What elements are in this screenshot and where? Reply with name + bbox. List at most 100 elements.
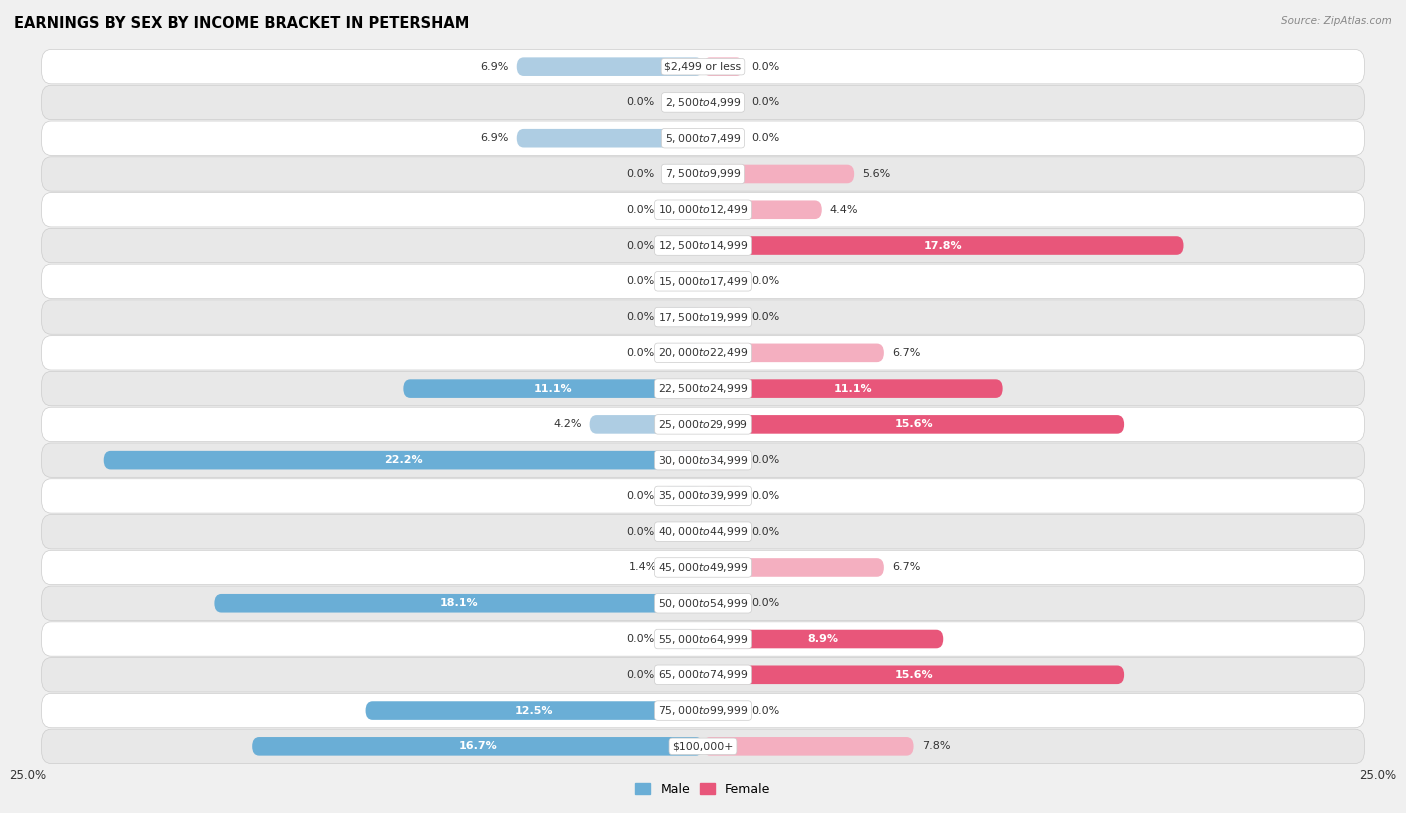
FancyBboxPatch shape	[703, 237, 1184, 254]
FancyBboxPatch shape	[662, 630, 703, 648]
Text: $10,000 to $12,499: $10,000 to $12,499	[658, 203, 748, 216]
FancyBboxPatch shape	[662, 201, 703, 219]
FancyBboxPatch shape	[104, 451, 703, 469]
Text: 17.8%: 17.8%	[924, 241, 963, 250]
Text: 5.6%: 5.6%	[862, 169, 890, 179]
FancyBboxPatch shape	[703, 487, 744, 505]
Text: 6.9%: 6.9%	[481, 62, 509, 72]
FancyBboxPatch shape	[42, 336, 1364, 370]
FancyBboxPatch shape	[662, 308, 703, 326]
FancyBboxPatch shape	[662, 487, 703, 505]
FancyBboxPatch shape	[703, 666, 1125, 684]
Text: 0.0%: 0.0%	[752, 455, 780, 465]
FancyBboxPatch shape	[662, 165, 703, 183]
FancyBboxPatch shape	[42, 372, 1364, 406]
Text: 11.1%: 11.1%	[534, 384, 572, 393]
FancyBboxPatch shape	[42, 443, 1364, 477]
Text: $2,500 to $4,999: $2,500 to $4,999	[665, 96, 741, 109]
Text: 11.1%: 11.1%	[834, 384, 872, 393]
Text: 18.1%: 18.1%	[440, 598, 478, 608]
FancyBboxPatch shape	[703, 559, 884, 576]
FancyBboxPatch shape	[703, 129, 744, 147]
FancyBboxPatch shape	[703, 58, 744, 76]
FancyBboxPatch shape	[42, 729, 1364, 763]
FancyBboxPatch shape	[589, 415, 703, 433]
FancyBboxPatch shape	[42, 622, 1364, 656]
Text: $100,000+: $100,000+	[672, 741, 734, 751]
FancyBboxPatch shape	[703, 451, 744, 469]
Text: 0.0%: 0.0%	[752, 706, 780, 715]
Text: 0.0%: 0.0%	[752, 598, 780, 608]
FancyBboxPatch shape	[42, 228, 1364, 263]
Text: $12,500 to $14,999: $12,500 to $14,999	[658, 239, 748, 252]
Text: 0.0%: 0.0%	[752, 62, 780, 72]
FancyBboxPatch shape	[42, 407, 1364, 441]
Text: $40,000 to $44,999: $40,000 to $44,999	[658, 525, 748, 538]
Text: 15.6%: 15.6%	[894, 670, 932, 680]
Text: 0.0%: 0.0%	[752, 98, 780, 107]
FancyBboxPatch shape	[703, 93, 744, 111]
FancyBboxPatch shape	[665, 559, 703, 576]
Text: $45,000 to $49,999: $45,000 to $49,999	[658, 561, 748, 574]
Text: $25,000 to $29,999: $25,000 to $29,999	[658, 418, 748, 431]
Text: 0.0%: 0.0%	[626, 491, 654, 501]
FancyBboxPatch shape	[42, 550, 1364, 585]
Text: 8.9%: 8.9%	[807, 634, 838, 644]
Text: 4.4%: 4.4%	[830, 205, 859, 215]
Text: $17,500 to $19,999: $17,500 to $19,999	[658, 311, 748, 324]
FancyBboxPatch shape	[214, 594, 703, 612]
FancyBboxPatch shape	[703, 380, 1002, 398]
FancyBboxPatch shape	[366, 702, 703, 720]
Text: 0.0%: 0.0%	[752, 491, 780, 501]
Legend: Male, Female: Male, Female	[630, 778, 776, 801]
FancyBboxPatch shape	[703, 702, 744, 720]
Text: $7,500 to $9,999: $7,500 to $9,999	[665, 167, 741, 180]
FancyBboxPatch shape	[42, 85, 1364, 120]
Text: $2,499 or less: $2,499 or less	[665, 62, 741, 72]
FancyBboxPatch shape	[703, 594, 744, 612]
Text: 4.2%: 4.2%	[553, 420, 582, 429]
Text: 0.0%: 0.0%	[752, 133, 780, 143]
Text: 0.0%: 0.0%	[626, 241, 654, 250]
Text: $65,000 to $74,999: $65,000 to $74,999	[658, 668, 748, 681]
Text: 0.0%: 0.0%	[626, 348, 654, 358]
Text: $20,000 to $22,499: $20,000 to $22,499	[658, 346, 748, 359]
FancyBboxPatch shape	[662, 523, 703, 541]
FancyBboxPatch shape	[42, 50, 1364, 84]
FancyBboxPatch shape	[662, 93, 703, 111]
Text: 0.0%: 0.0%	[752, 276, 780, 286]
Text: $50,000 to $54,999: $50,000 to $54,999	[658, 597, 748, 610]
Text: 22.2%: 22.2%	[384, 455, 423, 465]
Text: 0.0%: 0.0%	[626, 634, 654, 644]
FancyBboxPatch shape	[404, 380, 703, 398]
FancyBboxPatch shape	[42, 586, 1364, 620]
Text: 12.5%: 12.5%	[515, 706, 554, 715]
Text: Source: ZipAtlas.com: Source: ZipAtlas.com	[1281, 16, 1392, 26]
FancyBboxPatch shape	[703, 165, 855, 183]
FancyBboxPatch shape	[662, 344, 703, 362]
Text: 6.7%: 6.7%	[891, 563, 921, 572]
FancyBboxPatch shape	[42, 515, 1364, 549]
Text: $30,000 to $34,999: $30,000 to $34,999	[658, 454, 748, 467]
FancyBboxPatch shape	[703, 308, 744, 326]
FancyBboxPatch shape	[42, 157, 1364, 191]
Text: $75,000 to $99,999: $75,000 to $99,999	[658, 704, 748, 717]
FancyBboxPatch shape	[662, 666, 703, 684]
FancyBboxPatch shape	[42, 264, 1364, 298]
Text: $55,000 to $64,999: $55,000 to $64,999	[658, 633, 748, 646]
FancyBboxPatch shape	[703, 201, 821, 219]
Text: 0.0%: 0.0%	[626, 98, 654, 107]
Text: 15.6%: 15.6%	[894, 420, 932, 429]
FancyBboxPatch shape	[703, 523, 744, 541]
FancyBboxPatch shape	[517, 58, 703, 76]
Text: $35,000 to $39,999: $35,000 to $39,999	[658, 489, 748, 502]
FancyBboxPatch shape	[42, 658, 1364, 692]
Text: 7.8%: 7.8%	[922, 741, 950, 751]
FancyBboxPatch shape	[703, 272, 744, 290]
FancyBboxPatch shape	[42, 693, 1364, 728]
Text: $22,500 to $24,999: $22,500 to $24,999	[658, 382, 748, 395]
Text: 0.0%: 0.0%	[626, 169, 654, 179]
Text: $5,000 to $7,499: $5,000 to $7,499	[665, 132, 741, 145]
Text: $15,000 to $17,499: $15,000 to $17,499	[658, 275, 748, 288]
FancyBboxPatch shape	[42, 300, 1364, 334]
